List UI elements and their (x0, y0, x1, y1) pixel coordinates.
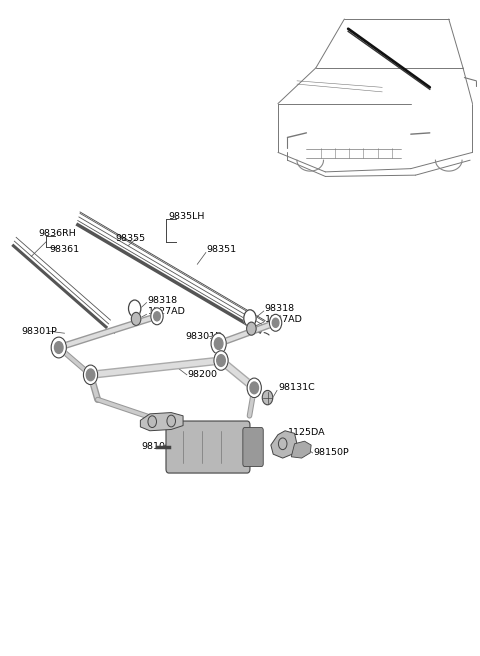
Circle shape (269, 314, 282, 331)
Text: 98355: 98355 (116, 234, 146, 243)
Circle shape (211, 333, 226, 354)
Circle shape (272, 318, 279, 327)
Circle shape (278, 438, 287, 449)
Circle shape (132, 312, 141, 325)
Text: 98361: 98361 (49, 245, 79, 254)
FancyBboxPatch shape (243, 428, 263, 466)
Text: 1327AD: 1327AD (264, 315, 302, 324)
Text: 98100: 98100 (141, 442, 171, 451)
Text: 1327AD: 1327AD (147, 307, 185, 316)
Circle shape (217, 355, 225, 367)
FancyBboxPatch shape (166, 421, 250, 473)
Circle shape (86, 369, 95, 380)
Circle shape (262, 390, 273, 405)
Text: 9836RH: 9836RH (38, 229, 76, 238)
Polygon shape (271, 431, 297, 458)
Text: 98318: 98318 (147, 296, 178, 305)
Text: 98318: 98318 (264, 304, 295, 313)
Text: 98160C: 98160C (147, 418, 184, 427)
Circle shape (247, 322, 256, 335)
Text: 98301D: 98301D (185, 332, 223, 341)
Circle shape (244, 310, 256, 327)
Polygon shape (291, 441, 311, 458)
Circle shape (151, 308, 163, 325)
Text: 98200: 98200 (188, 371, 218, 379)
Circle shape (167, 415, 176, 427)
Text: 98351: 98351 (207, 245, 237, 255)
Circle shape (154, 312, 160, 321)
Circle shape (250, 382, 259, 394)
Text: 1125DA: 1125DA (288, 428, 325, 437)
Text: 98301P: 98301P (22, 327, 58, 336)
Text: 9835LH: 9835LH (168, 212, 204, 220)
Circle shape (215, 338, 223, 350)
Circle shape (247, 378, 261, 398)
Circle shape (148, 416, 156, 428)
Circle shape (129, 300, 141, 317)
Text: 98150P: 98150P (313, 449, 349, 457)
Circle shape (84, 365, 97, 384)
Polygon shape (140, 413, 183, 431)
Circle shape (55, 342, 63, 354)
Circle shape (51, 337, 66, 358)
Text: 98131C: 98131C (278, 383, 315, 392)
Circle shape (214, 351, 228, 370)
